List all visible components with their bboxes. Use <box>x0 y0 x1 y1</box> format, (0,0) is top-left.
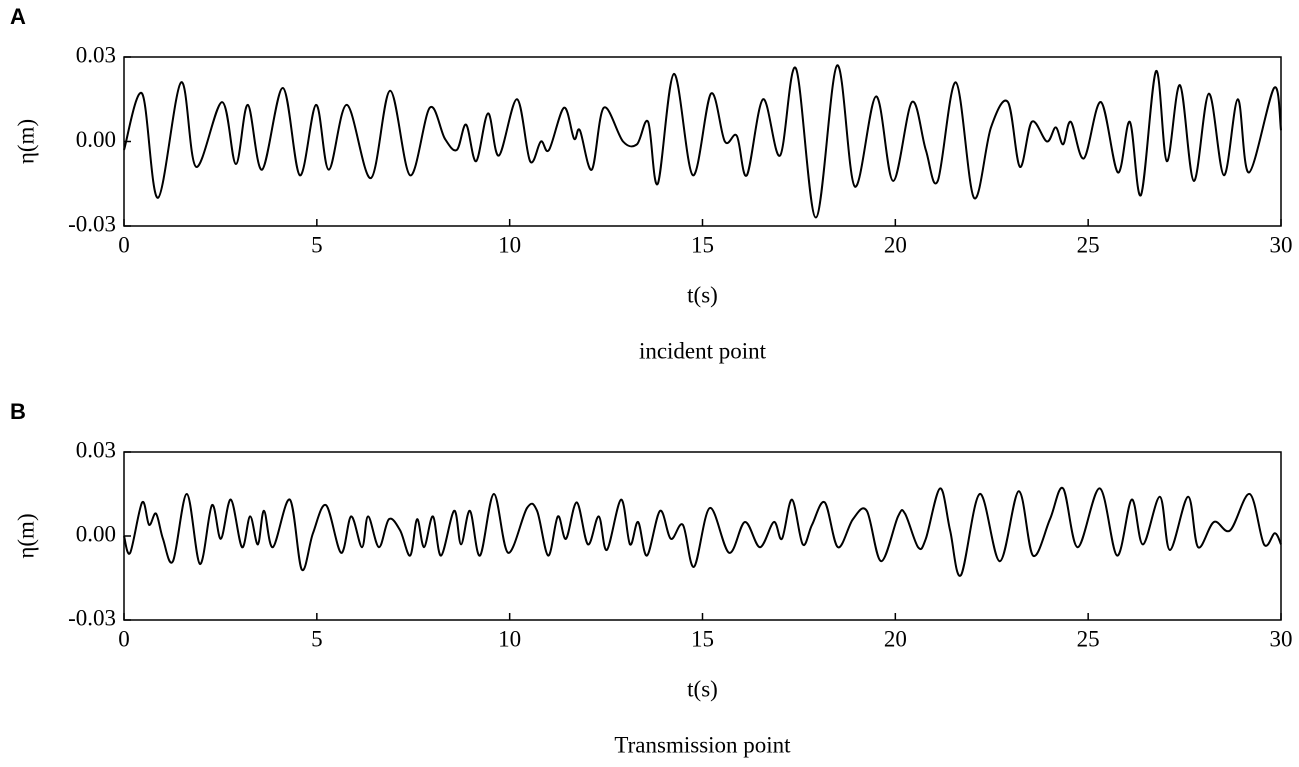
x-axis-label: t(s) <box>687 676 718 701</box>
x-tick-label: 5 <box>311 626 323 651</box>
y-axis-label: η(m) <box>13 119 38 164</box>
y-tick-label: 0.03 <box>76 437 116 462</box>
x-tick-label: 25 <box>1077 232 1100 257</box>
x-tick-label: 15 <box>691 626 714 651</box>
panel-label: B <box>10 399 26 424</box>
x-tick-label: 25 <box>1077 626 1100 651</box>
y-axis-label: η(m) <box>13 513 38 558</box>
x-tick-label: 20 <box>884 626 907 651</box>
y-tick-label: -0.03 <box>68 605 116 630</box>
x-tick-label: 30 <box>1270 626 1293 651</box>
wave-line <box>123 64 1282 219</box>
x-tick-label: 0 <box>118 626 130 651</box>
panel-label: A <box>10 4 26 29</box>
y-tick-label: 0.00 <box>76 521 116 546</box>
y-tick-label: 0.00 <box>76 127 116 152</box>
wave-line <box>123 486 1282 577</box>
x-tick-label: 20 <box>884 232 907 257</box>
x-tick-label: 10 <box>498 232 521 257</box>
panel-caption: incident point <box>639 338 767 363</box>
x-axis-label: t(s) <box>687 282 718 307</box>
panel-caption: Transmission point <box>614 732 791 757</box>
x-tick-label: 0 <box>118 232 130 257</box>
x-tick-label: 30 <box>1270 232 1293 257</box>
x-tick-label: 10 <box>498 626 521 651</box>
x-tick-label: 5 <box>311 232 323 257</box>
y-tick-label: -0.03 <box>68 211 116 236</box>
y-tick-label: 0.03 <box>76 42 116 67</box>
x-tick-label: 15 <box>691 232 714 257</box>
